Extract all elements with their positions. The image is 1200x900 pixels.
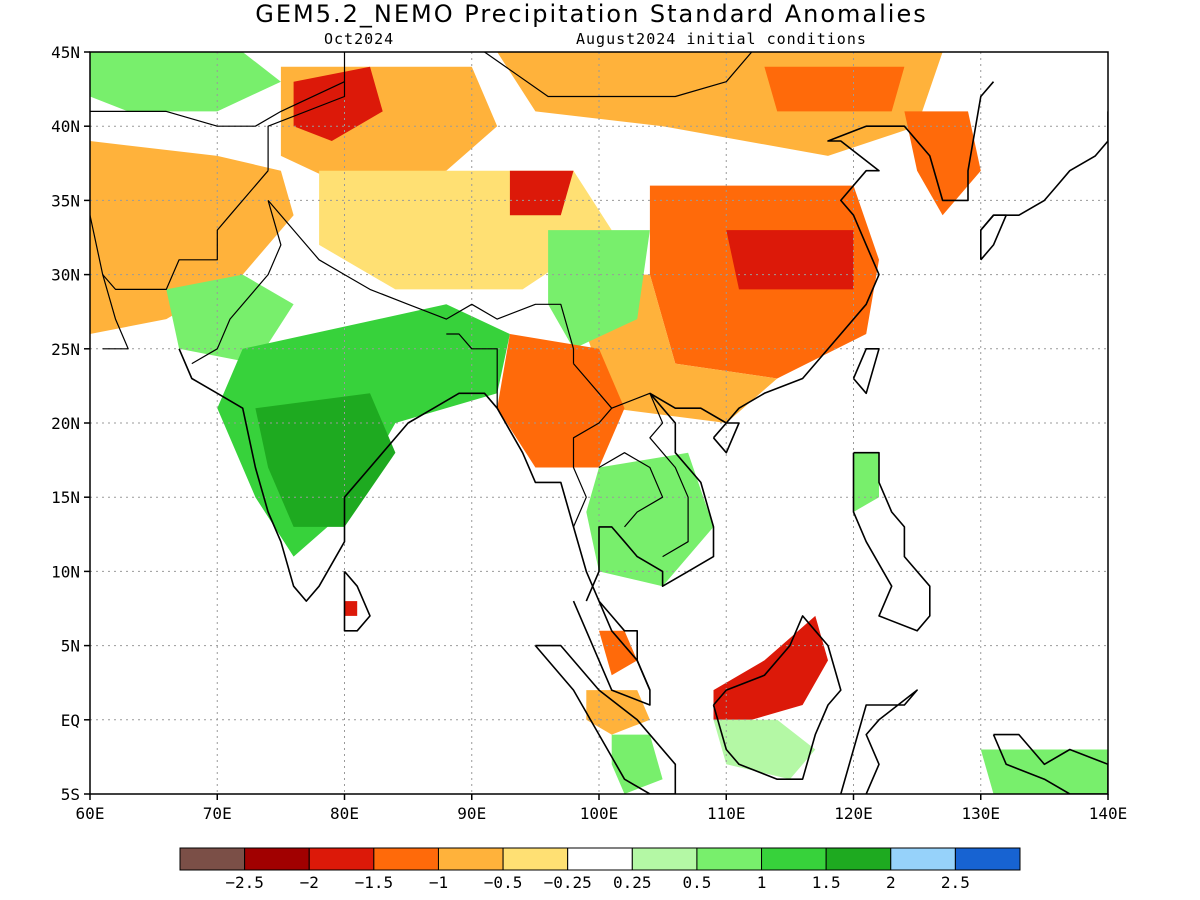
- coastline-japan: [980, 111, 1108, 231]
- colorbar-label: −1.5: [355, 873, 394, 892]
- lat-tick-label: 10N: [51, 562, 80, 581]
- anomaly-region-india-bright: [255, 393, 396, 527]
- border-mongolia-border: [483, 52, 754, 98]
- anomaly-region-philippines-green: [853, 452, 879, 512]
- border-iran-pak: [90, 215, 129, 350]
- colorbar-label: 0.5: [682, 873, 711, 892]
- colorbar-label: −1: [429, 873, 448, 892]
- colorbar-swatch: [567, 847, 633, 871]
- lat-tick-label: 35N: [51, 191, 80, 210]
- border-india-pak: [191, 200, 282, 365]
- lon-tick-label: 130E: [961, 804, 1000, 823]
- lat-tick-label: 5N: [61, 637, 80, 656]
- lon-tick-label: 110E: [707, 804, 746, 823]
- coastline-sulawesi: [840, 689, 918, 794]
- border-pak-afg: [102, 170, 269, 290]
- colorbar-label: 2.5: [941, 873, 970, 892]
- anomaly-region-myanmar-dry: [497, 334, 625, 468]
- lon-tick-label: 60E: [76, 804, 105, 823]
- forecast-month: Oct2024: [324, 30, 395, 48]
- colorbar-swatch: [373, 847, 439, 871]
- coastline-hainan: [712, 422, 740, 454]
- colorbar-label: 0.25: [613, 873, 652, 892]
- grid-lines: [90, 52, 1108, 794]
- anomaly-region-sichuan-green: [548, 230, 650, 349]
- lat-tick-label: 30N: [51, 266, 80, 285]
- coastline-srilanka: [343, 570, 371, 632]
- colorbar-swatch: [244, 847, 310, 871]
- colorbar-swatch: [631, 847, 698, 871]
- border-bangladesh: [446, 333, 498, 409]
- lat-tick-label: 25N: [51, 340, 80, 359]
- border-burma-thai: [572, 363, 613, 528]
- anomaly-region-tarim-core: [293, 66, 383, 141]
- border-thai-cambodia: [598, 452, 664, 528]
- lat-tick-label: 5S: [61, 785, 80, 804]
- colorbar-label: −0.5: [484, 873, 523, 892]
- anomaly-region-tibet-core: [509, 170, 574, 216]
- border-laos-viet: [611, 392, 689, 558]
- coastline-newguinea: [992, 733, 1108, 794]
- anomaly-region-sumatra-green: [611, 734, 663, 794]
- lat-tick-label: 40N: [51, 117, 80, 136]
- anomaly-region-srilanka: [344, 601, 358, 616]
- figure-title: GEM5.2_NEMO Precipitation Standard Anoma…: [255, 0, 928, 28]
- coastline-india-coast: [178, 348, 651, 691]
- colorbar-swatch: [308, 847, 375, 871]
- anomaly-region-indochina-green: [586, 452, 714, 587]
- colorbar-label: 1.5: [812, 873, 841, 892]
- anomaly-region-sumatra-dry: [586, 690, 650, 735]
- anomaly-region-korea-dry: [904, 111, 981, 216]
- anomaly-region-kazakh-north: [90, 52, 281, 112]
- lon-tick-label: 80E: [330, 804, 359, 823]
- lon-tick-label: 70E: [203, 804, 232, 823]
- lat-tick-label: 15N: [51, 488, 80, 507]
- colorbar-swatch: [502, 847, 569, 871]
- colorbar-label: −2.5: [225, 873, 264, 892]
- coastline-indochina-coast: [585, 392, 715, 602]
- lat-tick-label: 20N: [51, 414, 80, 433]
- lat-tick-label: 45N: [51, 43, 80, 62]
- colorbar-swatch: [437, 847, 504, 871]
- colorbar-label: 1: [757, 873, 767, 892]
- coastline-philippines: [852, 451, 931, 632]
- map-content: [90, 52, 1108, 794]
- border-himalaya-border: [267, 200, 575, 364]
- colorbar-swatch: [696, 847, 763, 871]
- colorbar-swatch: [761, 847, 827, 871]
- anomaly-region-mongolia-red: [764, 66, 905, 112]
- coastline-sumatra: [534, 644, 677, 794]
- coastline-taiwan: [852, 347, 880, 395]
- border-china-west: [267, 52, 346, 171]
- lat-tick-label: EQ: [61, 711, 80, 730]
- coastline-borneo: [712, 615, 842, 781]
- colorbar-swatch: [825, 847, 892, 871]
- colorbar-label: 2: [886, 873, 896, 892]
- lon-tick-label: 90E: [457, 804, 486, 823]
- initial-conditions: August2024 initial conditions: [576, 30, 867, 48]
- anomaly-region-borneo-green: [713, 719, 816, 780]
- colorbar-swatch: [890, 847, 956, 871]
- colorbar-swatch: [954, 847, 1021, 871]
- anomaly-region-newguinea-green: [980, 749, 1108, 794]
- border-central-asia: [90, 81, 345, 127]
- anomaly-region-yangtze-core: [726, 230, 854, 290]
- lon-tick-label: 120E: [834, 804, 873, 823]
- colorbar-swatch: [179, 847, 246, 871]
- coastline-malaya-coast: [572, 600, 651, 706]
- colorbar-label: −0.25: [544, 873, 592, 892]
- anomaly-region-malaya-dry: [599, 630, 638, 676]
- coastline-japan-kyushu: [979, 214, 1008, 261]
- coastline-china-coast: [649, 81, 995, 424]
- colorbar-label: −2: [300, 873, 319, 892]
- lon-tick-label: 140E: [1089, 804, 1128, 823]
- lon-tick-label: 100E: [580, 804, 619, 823]
- anomaly-region-iran-afghan: [90, 141, 294, 334]
